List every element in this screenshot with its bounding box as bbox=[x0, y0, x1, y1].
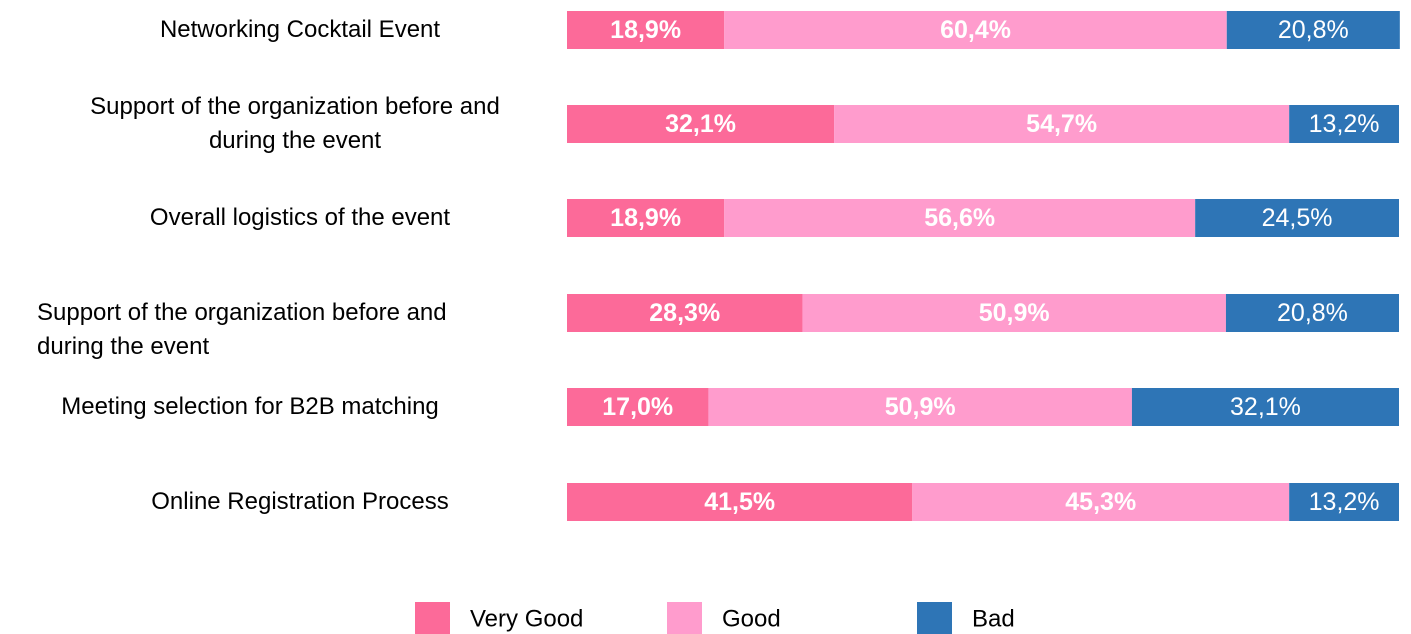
data-label: 60,4% bbox=[940, 16, 1011, 44]
bar-segment bbox=[1225, 294, 1399, 332]
bar-segment bbox=[1131, 388, 1399, 426]
data-label: 18,9% bbox=[610, 16, 681, 44]
category-label: Networking Cocktail Event bbox=[159, 16, 441, 43]
data-label: 32,1% bbox=[665, 110, 736, 138]
data-label: 13,2% bbox=[1309, 488, 1380, 516]
bar-segment bbox=[567, 388, 709, 426]
legend-label: Bad bbox=[972, 606, 1015, 633]
legend-swatch bbox=[415, 602, 450, 634]
bar-segment bbox=[708, 388, 1132, 426]
data-label: 18,9% bbox=[610, 204, 681, 232]
data-label: 13,2% bbox=[1309, 110, 1380, 138]
bar-segment bbox=[802, 294, 1226, 332]
bar-segment bbox=[567, 294, 803, 332]
category-label: Online Registration Process bbox=[151, 488, 449, 515]
category-label: Meeting selection for B2B matching bbox=[61, 393, 439, 420]
data-label: 54,7% bbox=[1026, 110, 1097, 138]
bar-segment bbox=[912, 483, 1290, 521]
legend-label: Very Good bbox=[470, 606, 583, 633]
bar-segment bbox=[567, 11, 725, 49]
bar-segment bbox=[724, 199, 1196, 237]
data-label: 17,0% bbox=[602, 393, 673, 421]
bar-segment bbox=[1226, 11, 1400, 49]
bar-segment bbox=[1289, 105, 1399, 143]
bar-segment bbox=[567, 199, 725, 237]
data-label: 32,1% bbox=[1230, 393, 1301, 421]
data-label: 50,9% bbox=[885, 393, 956, 421]
category-label: Overall logistics of the event bbox=[149, 204, 451, 231]
bar-segment bbox=[1195, 199, 1399, 237]
data-label: 41,5% bbox=[704, 488, 775, 516]
bar-segment bbox=[724, 11, 1227, 49]
data-label: 20,8% bbox=[1278, 16, 1349, 44]
legend-label: Good bbox=[722, 606, 781, 633]
category-label: Support of the organization before and d… bbox=[37, 299, 447, 360]
data-label: 20,8% bbox=[1277, 299, 1348, 327]
data-label: 50,9% bbox=[979, 299, 1050, 327]
bar-segment bbox=[1289, 483, 1399, 521]
bar-segment bbox=[567, 105, 835, 143]
data-label: 45,3% bbox=[1065, 488, 1136, 516]
data-label: 24,5% bbox=[1262, 204, 1333, 232]
bar-segment bbox=[834, 105, 1290, 143]
legend-swatch bbox=[667, 602, 702, 634]
legend-swatch bbox=[917, 602, 952, 634]
data-label: 28,3% bbox=[649, 299, 720, 327]
category-label: Support of the organization before and d… bbox=[90, 93, 500, 154]
data-label: 56,6% bbox=[924, 204, 995, 232]
bar-segment bbox=[567, 483, 913, 521]
